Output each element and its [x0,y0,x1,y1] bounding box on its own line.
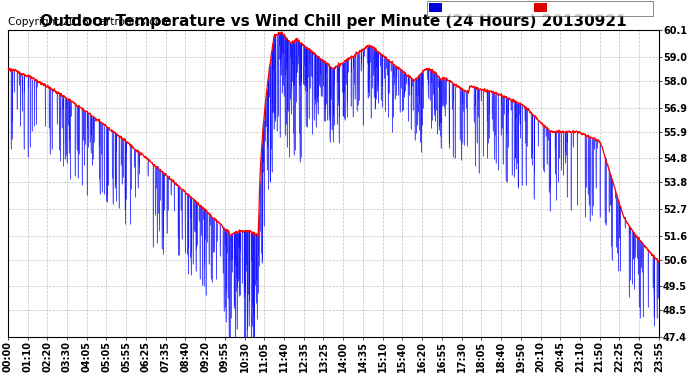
Title: Outdoor Temperature vs Wind Chill per Minute (24 Hours) 20130921: Outdoor Temperature vs Wind Chill per Mi… [40,14,627,29]
Text: Copyright 2013 Cartronics.com: Copyright 2013 Cartronics.com [8,17,171,27]
Legend: Wind Chill (°F), Temperature (°F): Wind Chill (°F), Temperature (°F) [426,1,653,16]
